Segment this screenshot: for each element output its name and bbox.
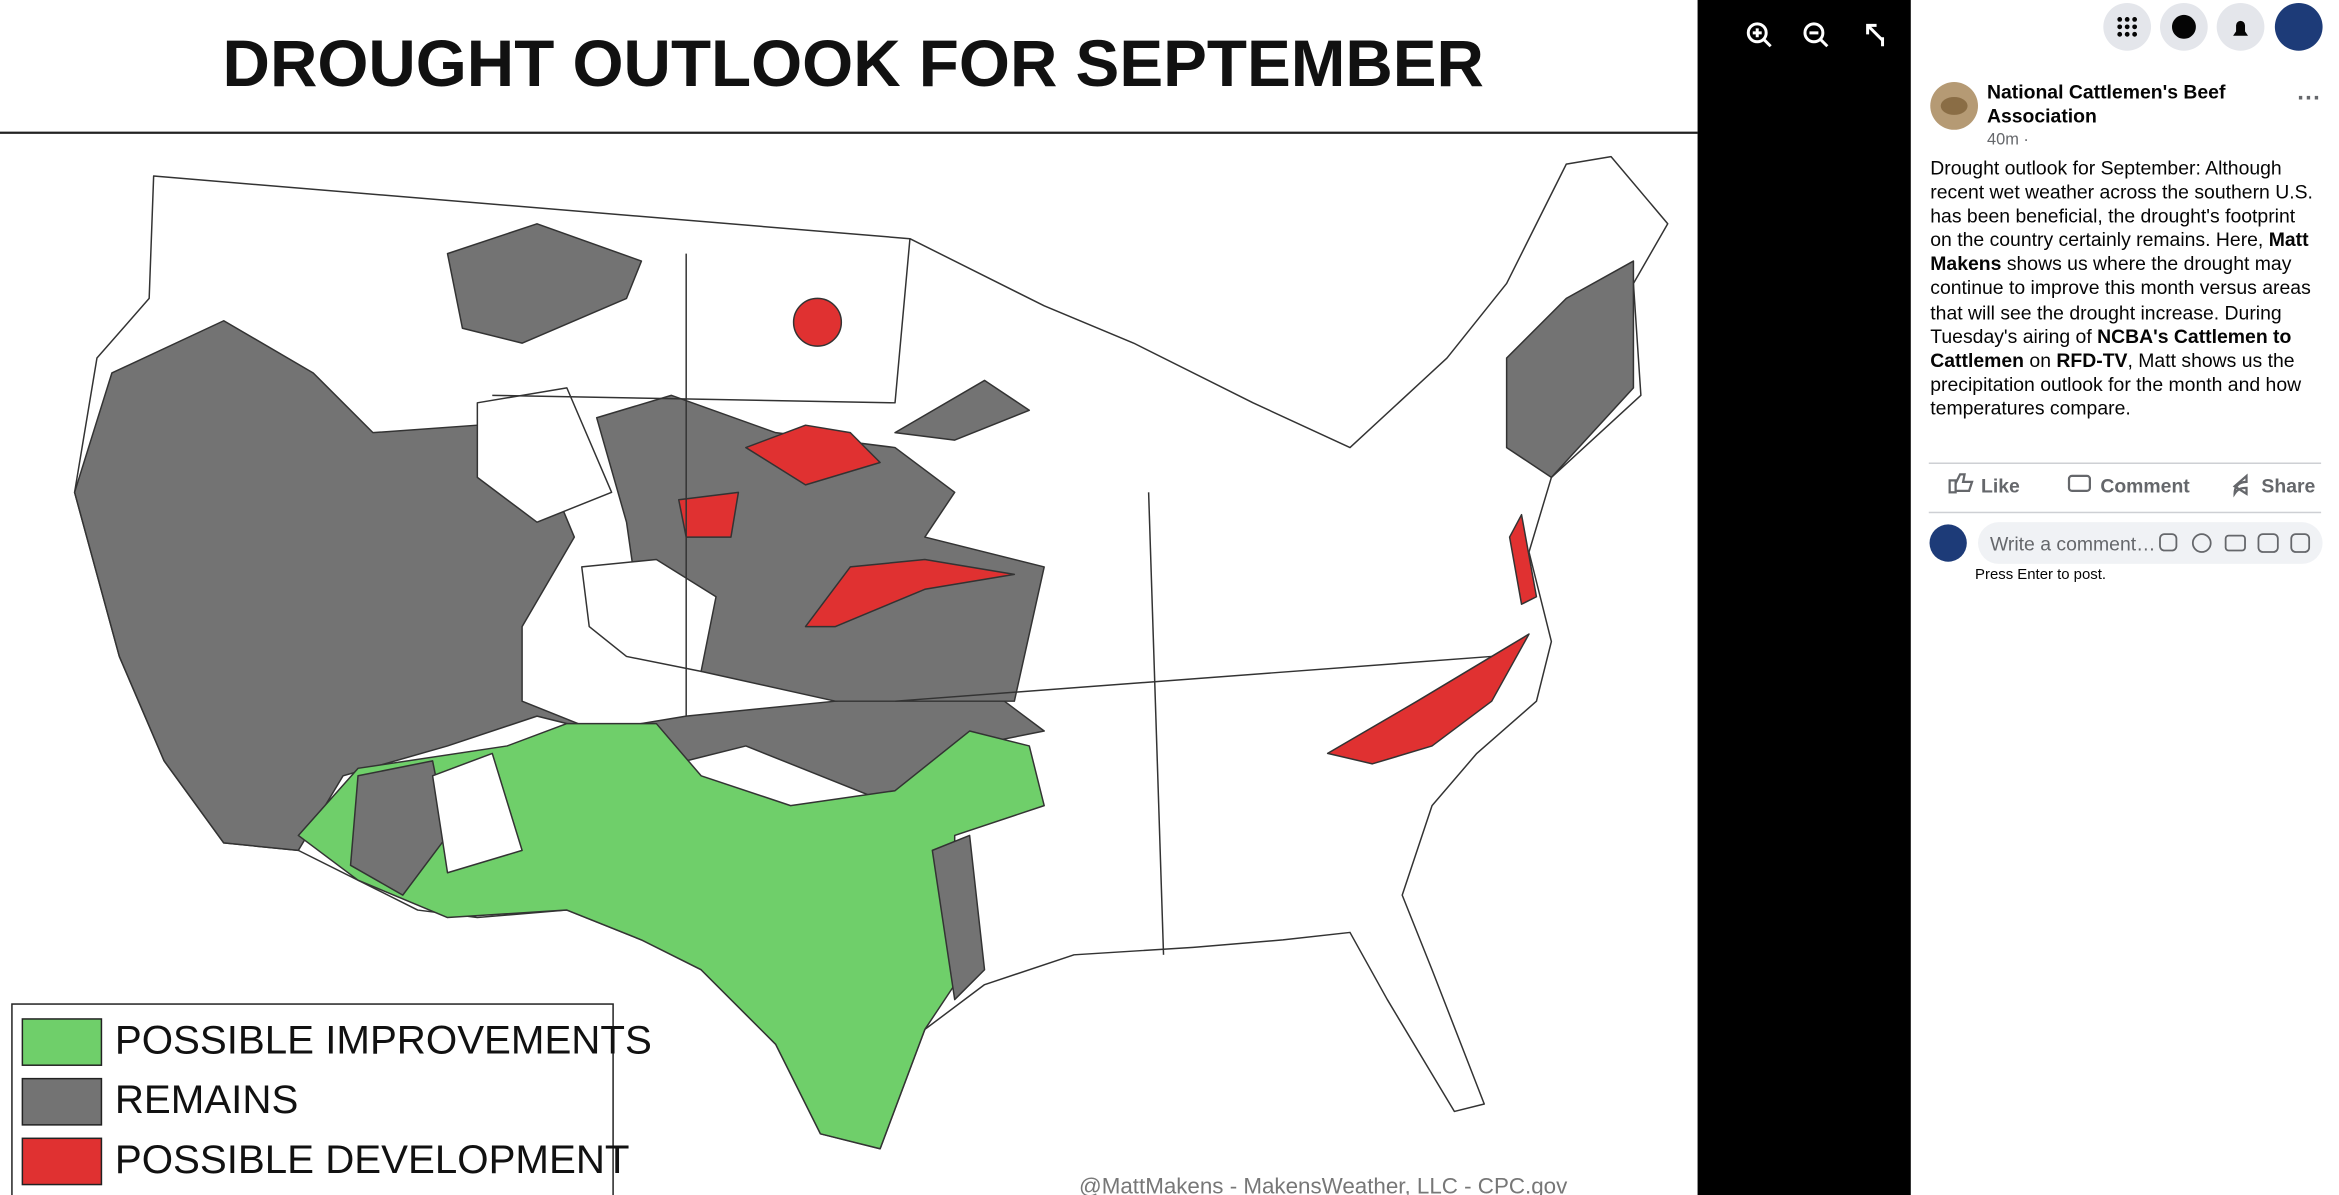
- comment-placeholder: Write a comment…: [1989, 532, 2156, 555]
- comment-tools: [2159, 533, 2311, 553]
- drought-map-image: DROUGHT OUTLOOK FOR SEPTEMBER POSSIBLE I…: [0, 26, 1698, 1195]
- legend-label: REMAINS: [115, 1077, 298, 1122]
- emoji-icon[interactable]: [2191, 533, 2212, 553]
- text: Drought outlook for September: Although …: [1930, 156, 2313, 252]
- profile-button[interactable]: [2274, 2, 2323, 51]
- post-panel: National Cattlemen's Beef Association 40…: [1910, 0, 2339, 1195]
- author-name[interactable]: National Cattlemen's Beef Association: [1986, 80, 2226, 127]
- text: on: [2024, 348, 2057, 372]
- fullscreen[interactable]: [1866, 23, 1885, 47]
- top-icons: [2103, 2, 2323, 51]
- more-options[interactable]: ···: [2297, 86, 2322, 112]
- image-title: DROUGHT OUTLOOK FOR SEPTEMBER: [223, 27, 1484, 100]
- bold-text: NCBA's Cattlemen to Cattlemen: [1930, 324, 2292, 372]
- bold-text: RFD-TV: [2056, 348, 2128, 372]
- share-button[interactable]: Share: [2261, 474, 2316, 497]
- zoom-icons: [1746, 22, 1885, 48]
- map: [73, 155, 1669, 1150]
- gif-icon[interactable]: [2257, 533, 2279, 553]
- post-time[interactable]: 40m ·: [1986, 131, 2029, 150]
- legend-label: POSSIBLE IMPROVEMENTS: [115, 1017, 652, 1062]
- sticker2-icon[interactable]: [2290, 533, 2311, 553]
- action-icons: [1948, 473, 2248, 498]
- author-avatar[interactable]: [1929, 81, 1980, 132]
- viewer-controls: [1697, 0, 1911, 1195]
- like-button[interactable]: Like: [1980, 474, 2020, 497]
- zoom-out[interactable]: [1803, 22, 1829, 48]
- text: shows us where the drought may continue …: [1930, 252, 2311, 348]
- comment-input[interactable]: [1978, 522, 2323, 564]
- comment-button[interactable]: Comment: [2100, 474, 2190, 497]
- photo-icon[interactable]: [2224, 534, 2246, 552]
- comment-hint: Press Enter to post.: [1975, 566, 2107, 584]
- legend-label: POSSIBLE DEVELOPMENT: [115, 1137, 630, 1182]
- image-credit: @MattMakens - MakensWeather, LLC - CPC.g…: [1079, 1173, 1568, 1195]
- sticker-icon[interactable]: [2159, 533, 2178, 552]
- bold-text: Matt Makens: [1930, 228, 2309, 276]
- zoom-in[interactable]: [1746, 22, 1772, 48]
- post-body: Drought outlook for September: Although …: [1930, 157, 2321, 421]
- commenter-avatar: [1929, 524, 1967, 562]
- text: , Matt shows us the precipitation outloo…: [1930, 348, 2302, 420]
